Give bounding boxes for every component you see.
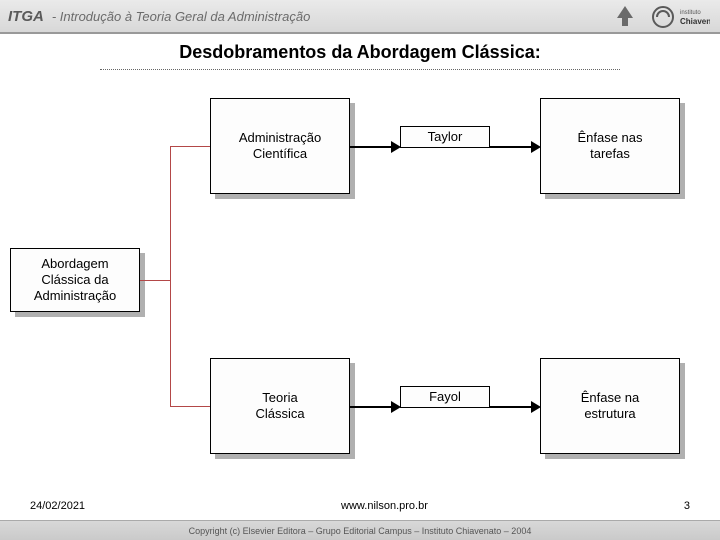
- arrow-b2-b3-head: [531, 401, 541, 413]
- arrow-b1-b2: [350, 406, 392, 408]
- svg-text:Chiavenato: Chiavenato: [680, 17, 710, 26]
- footer-copyright: Copyright (c) Elsevier Editora – Grupo E…: [189, 526, 532, 536]
- node-enfase-tarefas: Ênfase nas tarefas: [540, 98, 680, 194]
- diagram-canvas: Abordagem Clássica da Administração Admin…: [0, 78, 720, 498]
- header-bar: ITGA - Introdução à Teoria Geral da Admi…: [0, 0, 720, 34]
- arrow-b2-b3: [490, 406, 532, 408]
- node-fayol: Fayol: [400, 386, 490, 408]
- svg-text:instituto: instituto: [680, 10, 701, 16]
- institute-logo-icon: instituto Chiavenato: [650, 4, 710, 30]
- header-subtitle: - Introdução à Teoria Geral da Administr…: [52, 9, 310, 24]
- arrow-b1-b2-head: [391, 401, 401, 413]
- arrow-t2-t3: [490, 146, 532, 148]
- tree-logo-icon: [612, 4, 638, 30]
- meta-page: 3: [684, 500, 690, 518]
- meta-date: 24/02/2021: [30, 500, 85, 518]
- conn-root-out: [140, 280, 170, 281]
- arrow-t1-t2: [350, 146, 392, 148]
- node-enfase-estrutura: Ênfase na estrutura: [540, 358, 680, 454]
- node-root: Abordagem Clássica da Administração: [10, 248, 140, 312]
- node-taylor: Taylor: [400, 126, 490, 148]
- conn-to-top: [170, 146, 210, 147]
- arrow-t2-t3-head: [531, 141, 541, 153]
- node-adm-cientifica: Administração Científica: [210, 98, 350, 194]
- conn-to-bottom: [170, 406, 210, 407]
- arrow-t1-t2-head: [391, 141, 401, 153]
- footer-bar: Copyright (c) Elsevier Editora – Grupo E…: [0, 520, 720, 540]
- header-logo-text: ITGA: [8, 8, 44, 25]
- meta-row: 24/02/2021 www.nilson.pro.br 3: [0, 500, 720, 518]
- slide-title: Desdobramentos da Abordagem Clássica:: [100, 42, 620, 70]
- header-right-logos: instituto Chiavenato: [612, 4, 710, 30]
- meta-site: www.nilson.pro.br: [341, 500, 428, 518]
- conn-trunk: [170, 146, 171, 406]
- node-teoria-classica: Teoria Clássica: [210, 358, 350, 454]
